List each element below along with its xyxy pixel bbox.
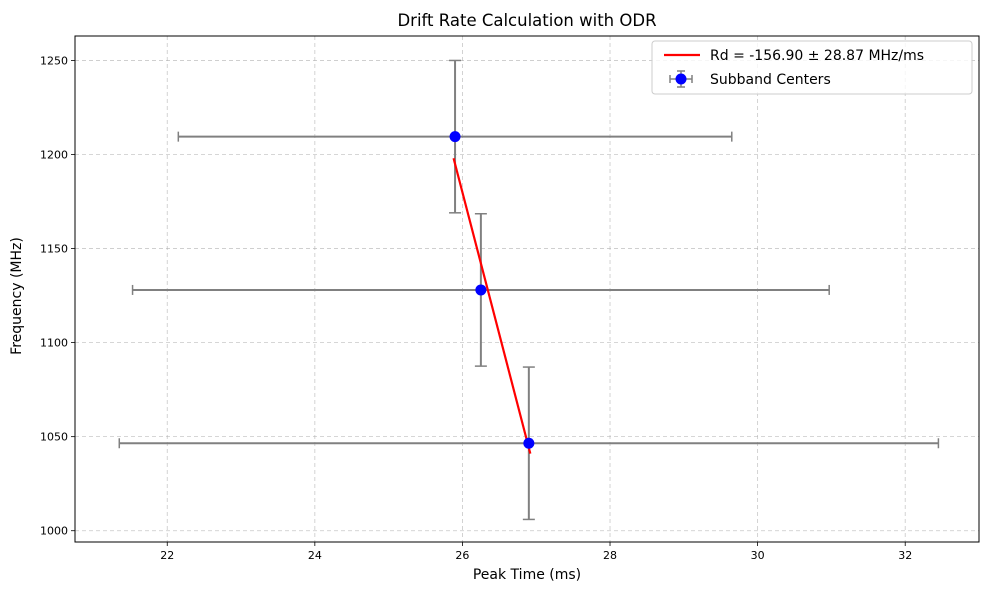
- legend-box: [651, 40, 973, 95]
- chart-title: Drift Rate Calculation with ODR: [397, 11, 656, 30]
- fit-line-layer: [452, 157, 532, 454]
- x-tick-label: 22: [160, 549, 174, 562]
- legend-subband-swatch: [669, 70, 693, 88]
- y-axis-label: Frequency (MHz): [9, 237, 25, 355]
- x-tick-label: 26: [455, 549, 469, 562]
- plot-area-frame: [74, 35, 980, 543]
- y-tick-label: 1100: [40, 337, 68, 350]
- x-axis-label: Peak Time (ms): [473, 567, 581, 583]
- y-tick-label: 1000: [40, 525, 68, 538]
- data-point: [523, 437, 535, 449]
- data-points: [449, 131, 535, 449]
- y-tick-label: 1200: [40, 149, 68, 162]
- data-point: [449, 131, 461, 143]
- y-tick-label: 1050: [40, 431, 68, 444]
- legend-subband-label: Subband Centers: [710, 72, 831, 88]
- x-tick-label: 24: [308, 549, 322, 562]
- fit-line: [452, 157, 532, 454]
- data-point: [475, 284, 487, 296]
- y-tick-label: 1150: [40, 243, 68, 256]
- x-axis-ticks: 22 24 26 28 30 32: [160, 542, 912, 562]
- y-axis-ticks: 1000 1050 1100 1150 1200 1250: [40, 54, 75, 538]
- x-tick-label: 30: [751, 549, 765, 562]
- x-tick-label: 28: [603, 549, 617, 562]
- x-tick-label: 32: [898, 549, 912, 562]
- legend-fit-line-label: Rd = -156.90 ± 28.87 MHz/ms: [710, 48, 924, 64]
- legend: Rd = -156.90 ± 28.87 MHz/ms Subband Cent…: [651, 40, 973, 95]
- y-tick-label: 1250: [40, 54, 68, 67]
